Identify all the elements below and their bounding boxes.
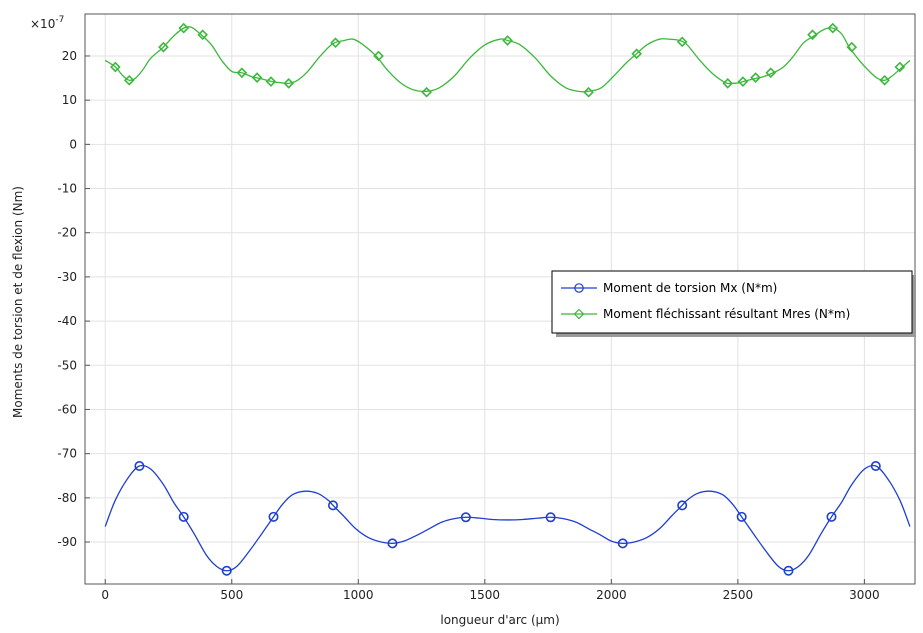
y-tick-label: 20: [62, 49, 77, 63]
data-point-torsion: [460, 512, 471, 523]
data-point-torsion: [221, 565, 232, 576]
y-tick-label: 0: [69, 137, 77, 151]
data-point-flexion: [178, 22, 190, 34]
legend-item-torsion: Moment de torsion Mx (N*m): [561, 281, 777, 295]
x-tick-label: 1500: [470, 588, 501, 602]
data-point-flexion: [123, 74, 135, 86]
data-point-torsion: [134, 461, 145, 472]
data-point-torsion: [736, 511, 747, 522]
data-point-flexion: [283, 78, 295, 89]
marker-layer: [110, 22, 906, 576]
data-point-flexion: [846, 41, 858, 53]
y-tick-label: -50: [57, 358, 77, 372]
data-point-torsion: [178, 511, 189, 522]
series-line-torsion: [104, 464, 911, 572]
data-point-flexion: [583, 86, 594, 98]
data-point-flexion: [807, 29, 818, 41]
x-tick-label: 2000: [596, 588, 627, 602]
data-point-flexion: [631, 48, 642, 60]
data-point-flexion: [676, 36, 688, 48]
data-point-flexion: [330, 37, 341, 49]
series-layer: [104, 26, 911, 572]
data-point-flexion: [765, 67, 777, 79]
data-point-flexion: [421, 86, 432, 98]
data-point-torsion: [545, 512, 556, 523]
y-tick-label: -10: [57, 182, 77, 196]
data-point-torsion: [617, 538, 628, 549]
x-tick-label: 3000: [849, 588, 880, 602]
x-tick-label: 500: [220, 588, 243, 602]
legend-marker-circle: [574, 283, 584, 293]
x-tick-label: 0: [101, 588, 109, 602]
legend-box: [551, 270, 913, 334]
data-point-torsion: [327, 500, 338, 511]
legend: Moment de torsion Mx (N*m) Moment fléchi…: [551, 270, 916, 337]
x-tick-label: 2500: [723, 588, 754, 602]
data-point-torsion: [268, 511, 279, 522]
y-tick-label: -60: [57, 402, 77, 416]
data-point-torsion: [783, 565, 794, 576]
grid-lines: [85, 14, 915, 584]
y-axis-ticks: 20 10 0 -10 -20 -30 -40 -50 -60 -70 -80 -90: [57, 49, 90, 549]
y-multiplier: ×10-7: [30, 15, 64, 31]
x-axis-label: longueur d'arc (µm): [440, 613, 559, 627]
legend-item-flexion: Moment fléchissant résultant Mres (N*m): [561, 307, 850, 321]
y-tick-label: -90: [57, 535, 77, 549]
data-point-flexion: [158, 41, 169, 53]
series-line-flexion: [104, 26, 911, 93]
data-point-flexion: [265, 76, 277, 87]
data-point-torsion: [870, 461, 881, 472]
data-point-flexion: [251, 72, 263, 83]
x-axis-ticks: 0 500 1000 1500 2000 2500 3000: [101, 579, 880, 602]
legend-label-flexion: Moment fléchissant résultant Mres (N*m): [603, 307, 850, 321]
y-tick-label: -70: [57, 447, 77, 461]
data-point-torsion: [826, 511, 837, 522]
data-point-flexion: [722, 78, 734, 89]
data-point-flexion: [373, 50, 384, 62]
data-point-flexion: [750, 72, 761, 83]
data-point-flexion: [827, 22, 839, 34]
data-point-flexion: [197, 29, 208, 41]
y-tick-label: -20: [57, 226, 77, 240]
data-point-torsion: [387, 538, 398, 549]
y-tick-label: 10: [62, 93, 77, 107]
y-tick-label: -40: [57, 314, 77, 328]
y-axis-label: Moments de torsion et de flexion (Nm): [11, 186, 25, 418]
y-tick-label: -30: [57, 270, 77, 284]
legend-marker-diamond: [573, 308, 585, 320]
data-point-flexion: [236, 67, 248, 79]
data-point-torsion: [677, 500, 688, 511]
data-point-flexion: [110, 61, 121, 73]
x-tick-label: 1000: [343, 588, 374, 602]
y-tick-label: -80: [57, 491, 77, 505]
data-point-flexion: [737, 76, 749, 87]
data-point-flexion: [502, 35, 513, 46]
data-point-flexion: [879, 74, 890, 86]
data-point-flexion: [894, 61, 906, 73]
legend-label-torsion: Moment de torsion Mx (N*m): [603, 281, 777, 295]
